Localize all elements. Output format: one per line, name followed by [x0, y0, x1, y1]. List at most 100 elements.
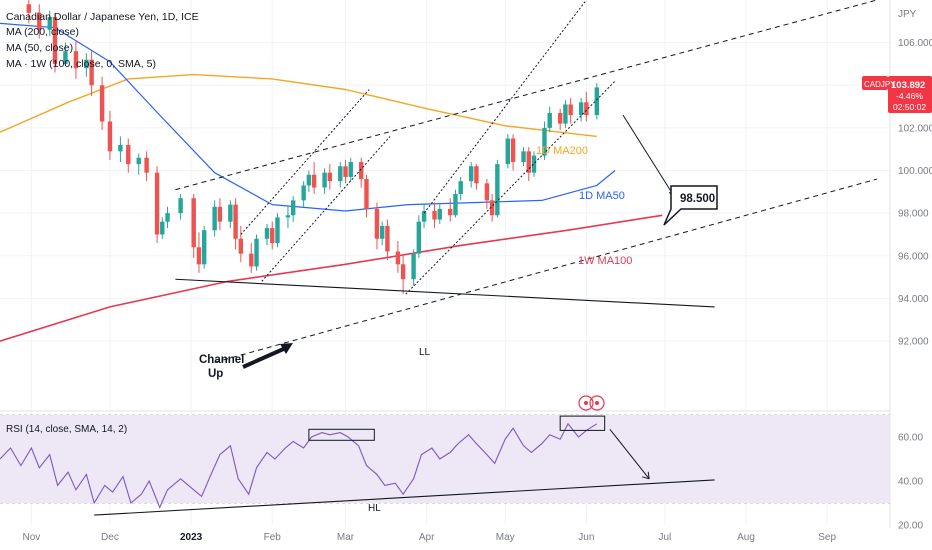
candle-down	[238, 225, 244, 263]
candle-body	[505, 138, 511, 165]
candle-body	[306, 174, 312, 186]
projection-arrow-price	[622, 114, 676, 199]
candle-body	[432, 211, 437, 220]
target-value: 98.500	[680, 193, 715, 205]
candle-up	[165, 206, 170, 229]
candle-down	[374, 202, 380, 250]
candle-up	[468, 162, 474, 188]
candle-body	[557, 112, 563, 124]
candle-body	[301, 185, 306, 201]
alert-markers	[578, 395, 605, 411]
candle-up	[136, 153, 141, 175]
candle-down	[99, 76, 105, 131]
time-tick-label: Sep	[818, 532, 836, 543]
candle-body	[191, 198, 196, 248]
candle-up	[379, 221, 385, 246]
candle-body	[160, 221, 165, 235]
candle-down	[510, 134, 516, 171]
candle-body	[217, 206, 223, 222]
candle-down	[52, 12, 58, 73]
candle-body	[238, 238, 244, 254]
candle-body	[526, 151, 531, 173]
candle-down	[526, 147, 531, 182]
ma100w-label: 1W MA100	[578, 255, 632, 267]
candle-body	[510, 138, 516, 162]
target-callout: 98.500	[663, 185, 718, 226]
candle-down	[196, 232, 202, 273]
candle-body	[484, 183, 490, 201]
candle-body	[416, 221, 422, 254]
candle-down	[385, 219, 390, 261]
rsi-band	[0, 415, 890, 503]
candle-up	[201, 225, 207, 269]
candle-body	[311, 174, 317, 188]
candle-body	[495, 164, 500, 216]
candle-body	[118, 144, 123, 152]
ma200-indicator-label: MA (200, close)	[6, 26, 79, 38]
candle-down	[584, 91, 589, 122]
time-tick-label: Dec	[101, 532, 119, 543]
price-badge-countdown: 02:50:02	[893, 102, 926, 112]
candle-up	[63, 42, 68, 67]
projection-arrow-rsi	[609, 428, 650, 480]
rsi-panel	[0, 415, 715, 516]
candle-body	[400, 264, 406, 280]
candle-body	[437, 208, 442, 220]
candle-body	[84, 59, 89, 69]
candle-up	[160, 217, 165, 239]
rsi-highlight-box	[559, 415, 606, 431]
candle-body	[275, 217, 280, 243]
candle-up	[421, 204, 427, 229]
target-callout-box	[663, 185, 718, 226]
time-axis: Nov Dec 2023 Feb Mar Apr May Jun Jul Aug Sep	[23, 532, 837, 543]
candle-body	[165, 213, 170, 222]
candle-down	[343, 159, 348, 184]
candle-body	[264, 228, 270, 239]
candle-body	[73, 51, 79, 69]
candle-body	[374, 208, 380, 239]
candle-body	[359, 162, 364, 180]
candle-body	[343, 166, 348, 177]
price-tick-label: 102.000	[898, 123, 932, 134]
ma50-line	[0, 22, 616, 212]
candle-body	[385, 225, 390, 252]
candle-body	[201, 230, 207, 265]
trendline-sub-channel-a-upper	[240, 89, 370, 235]
candle-body	[421, 211, 427, 222]
candle-up	[505, 134, 511, 169]
time-tick-label: Aug	[737, 532, 755, 543]
trendlines	[175, 0, 878, 480]
candle-body	[178, 198, 183, 214]
candle-up	[547, 106, 552, 133]
candle-up	[437, 204, 442, 224]
candle-body	[542, 127, 547, 156]
candle-body	[547, 112, 552, 128]
candle-down	[191, 193, 196, 258]
price-tick-label: 92.000	[898, 337, 929, 348]
candle-body	[489, 200, 495, 216]
candle-up	[521, 147, 526, 167]
candle-body	[290, 200, 296, 216]
rsi-highlight-box	[308, 428, 375, 441]
candle-body	[99, 85, 105, 122]
candle-down	[249, 243, 254, 273]
candle-up	[84, 53, 89, 77]
price-tick-label: 94.000	[898, 294, 929, 305]
candle-down	[327, 164, 333, 190]
candle-down	[26, 0, 31, 24]
candle-body	[411, 253, 416, 280]
candle-body	[144, 157, 149, 173]
time-tick-label: Jun	[578, 532, 594, 543]
alert-marker-dot-1	[584, 401, 588, 405]
axis-unit-label: JPY	[898, 9, 917, 20]
candle-body	[212, 206, 217, 231]
candle-body	[531, 155, 537, 173]
symbol-badge: CADJPY	[864, 80, 896, 89]
candle-up	[578, 98, 584, 122]
candle-body	[52, 17, 58, 64]
ma50-label: 1D MA50	[579, 190, 625, 202]
candle-body	[568, 104, 573, 116]
moving-averages	[0, 22, 663, 342]
candle-up	[228, 200, 233, 229]
